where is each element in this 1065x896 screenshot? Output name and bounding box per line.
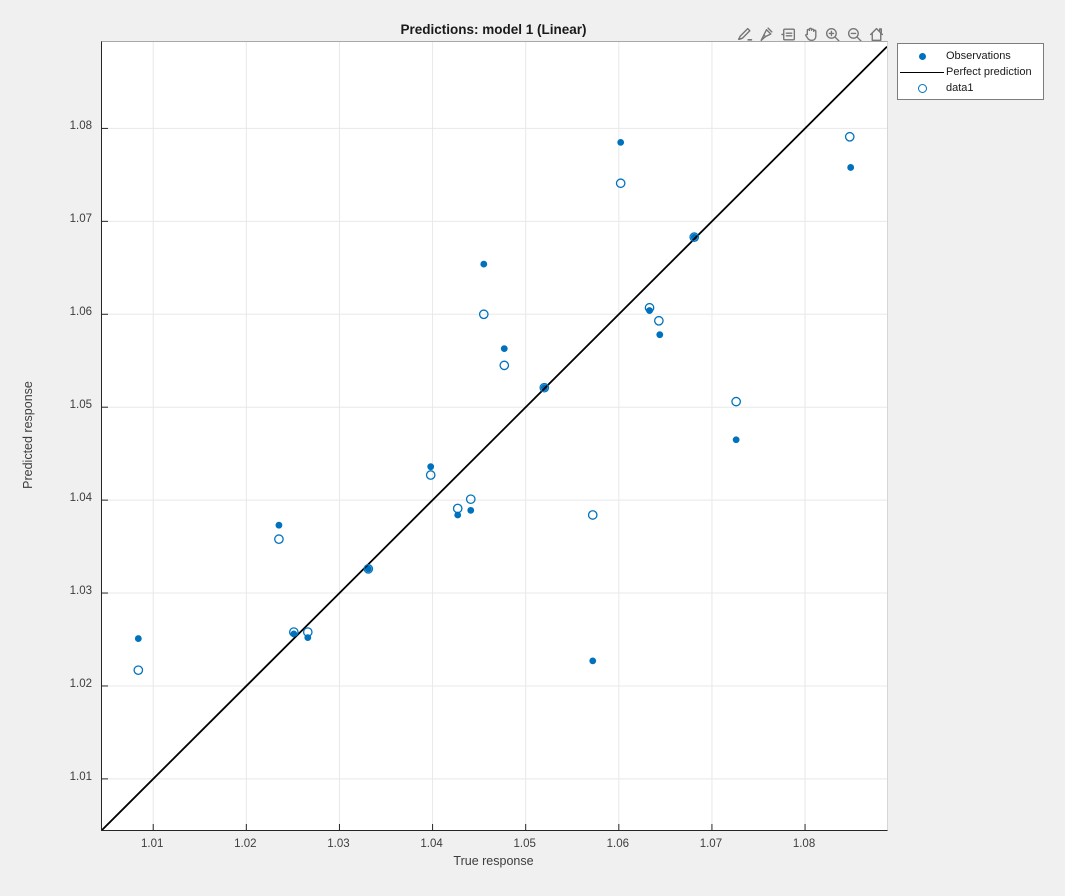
x-tick-label: 1.07 bbox=[699, 838, 723, 850]
data1-point[interactable] bbox=[274, 534, 284, 544]
filled-dot-icon bbox=[898, 52, 946, 60]
page-title: Predictions: model 1 (Linear) bbox=[400, 22, 587, 37]
open-circle-icon bbox=[898, 83, 946, 93]
observation-point[interactable] bbox=[732, 436, 740, 444]
zoom-out-icon[interactable] bbox=[845, 25, 864, 44]
observation-point[interactable] bbox=[847, 164, 855, 171]
observation-point[interactable] bbox=[467, 506, 475, 514]
data1-point[interactable] bbox=[731, 396, 741, 407]
line-sample-icon bbox=[898, 71, 946, 73]
observation-point[interactable] bbox=[690, 233, 698, 241]
plot-area[interactable] bbox=[101, 41, 888, 831]
legend: Observations Perfect prediction data1 bbox=[897, 43, 1044, 100]
x-tick-label: 1.08 bbox=[792, 838, 816, 850]
y-tick-label: 1.01 bbox=[69, 770, 92, 783]
legend-label: Observations bbox=[946, 50, 1011, 62]
observation-point[interactable] bbox=[480, 260, 488, 268]
zoom-in-icon[interactable] bbox=[823, 25, 842, 44]
export-icon[interactable] bbox=[735, 25, 754, 44]
x-tick-label: 1.04 bbox=[420, 838, 443, 850]
x-tick-label: 1.02 bbox=[234, 838, 257, 850]
data1-point[interactable] bbox=[844, 131, 855, 142]
data1-point[interactable] bbox=[465, 494, 476, 505]
pan-icon[interactable] bbox=[801, 25, 820, 44]
observation-point[interactable] bbox=[134, 635, 142, 642]
data1-point[interactable] bbox=[615, 178, 626, 189]
y-tick-label: 1.04 bbox=[69, 492, 92, 505]
observation-point[interactable] bbox=[275, 521, 283, 529]
observation-point[interactable] bbox=[656, 331, 664, 339]
data1-point[interactable] bbox=[363, 564, 374, 574]
legend-item-data1[interactable]: data1 bbox=[898, 80, 1043, 96]
data1-point[interactable] bbox=[133, 665, 144, 676]
y-tick-label: 1.06 bbox=[69, 306, 92, 319]
perfect-prediction-line[interactable] bbox=[102, 46, 887, 830]
y-tick-label: 1.02 bbox=[69, 677, 92, 690]
data1-point[interactable] bbox=[654, 315, 664, 326]
observation-point[interactable] bbox=[617, 138, 625, 146]
legend-item-perfect-prediction[interactable]: Perfect prediction bbox=[898, 64, 1043, 80]
legend-label: Perfect prediction bbox=[946, 66, 1032, 78]
x-tick-label: 1.01 bbox=[141, 838, 164, 850]
plot-canvas[interactable] bbox=[102, 42, 887, 830]
observation-point[interactable] bbox=[500, 345, 508, 353]
data1-point[interactable] bbox=[587, 510, 598, 520]
observation-point[interactable] bbox=[589, 657, 597, 665]
axes-toolbar bbox=[735, 23, 886, 45]
datatip-icon[interactable] bbox=[779, 25, 798, 44]
data1-point[interactable] bbox=[499, 360, 510, 371]
data1-point[interactable] bbox=[689, 232, 700, 242]
data1-point[interactable] bbox=[425, 470, 436, 480]
y-axis-label: Predicted response bbox=[21, 381, 35, 489]
data1-point[interactable] bbox=[288, 627, 299, 637]
data1-point[interactable] bbox=[452, 503, 463, 514]
x-tick-label: 1.06 bbox=[606, 838, 629, 850]
observation-point[interactable] bbox=[427, 463, 435, 471]
restore-view-icon[interactable] bbox=[867, 25, 886, 44]
data1-point[interactable] bbox=[644, 302, 655, 313]
legend-item-observations[interactable]: Observations bbox=[898, 48, 1043, 64]
x-axis-label: True response bbox=[453, 854, 534, 868]
legend-label: data1 bbox=[946, 82, 974, 94]
brush-icon[interactable] bbox=[757, 25, 776, 44]
observation-point[interactable] bbox=[454, 511, 462, 519]
x-tick-label: 1.05 bbox=[513, 838, 536, 850]
data1-point[interactable] bbox=[478, 309, 489, 320]
y-tick-label: 1.03 bbox=[69, 585, 92, 598]
y-tick-label: 1.08 bbox=[69, 120, 92, 133]
data1-point[interactable] bbox=[302, 627, 313, 637]
y-tick-label: 1.05 bbox=[69, 399, 92, 412]
x-tick-label: 1.03 bbox=[327, 838, 350, 850]
y-tick-label: 1.07 bbox=[69, 213, 92, 226]
data1-point[interactable] bbox=[539, 382, 550, 393]
